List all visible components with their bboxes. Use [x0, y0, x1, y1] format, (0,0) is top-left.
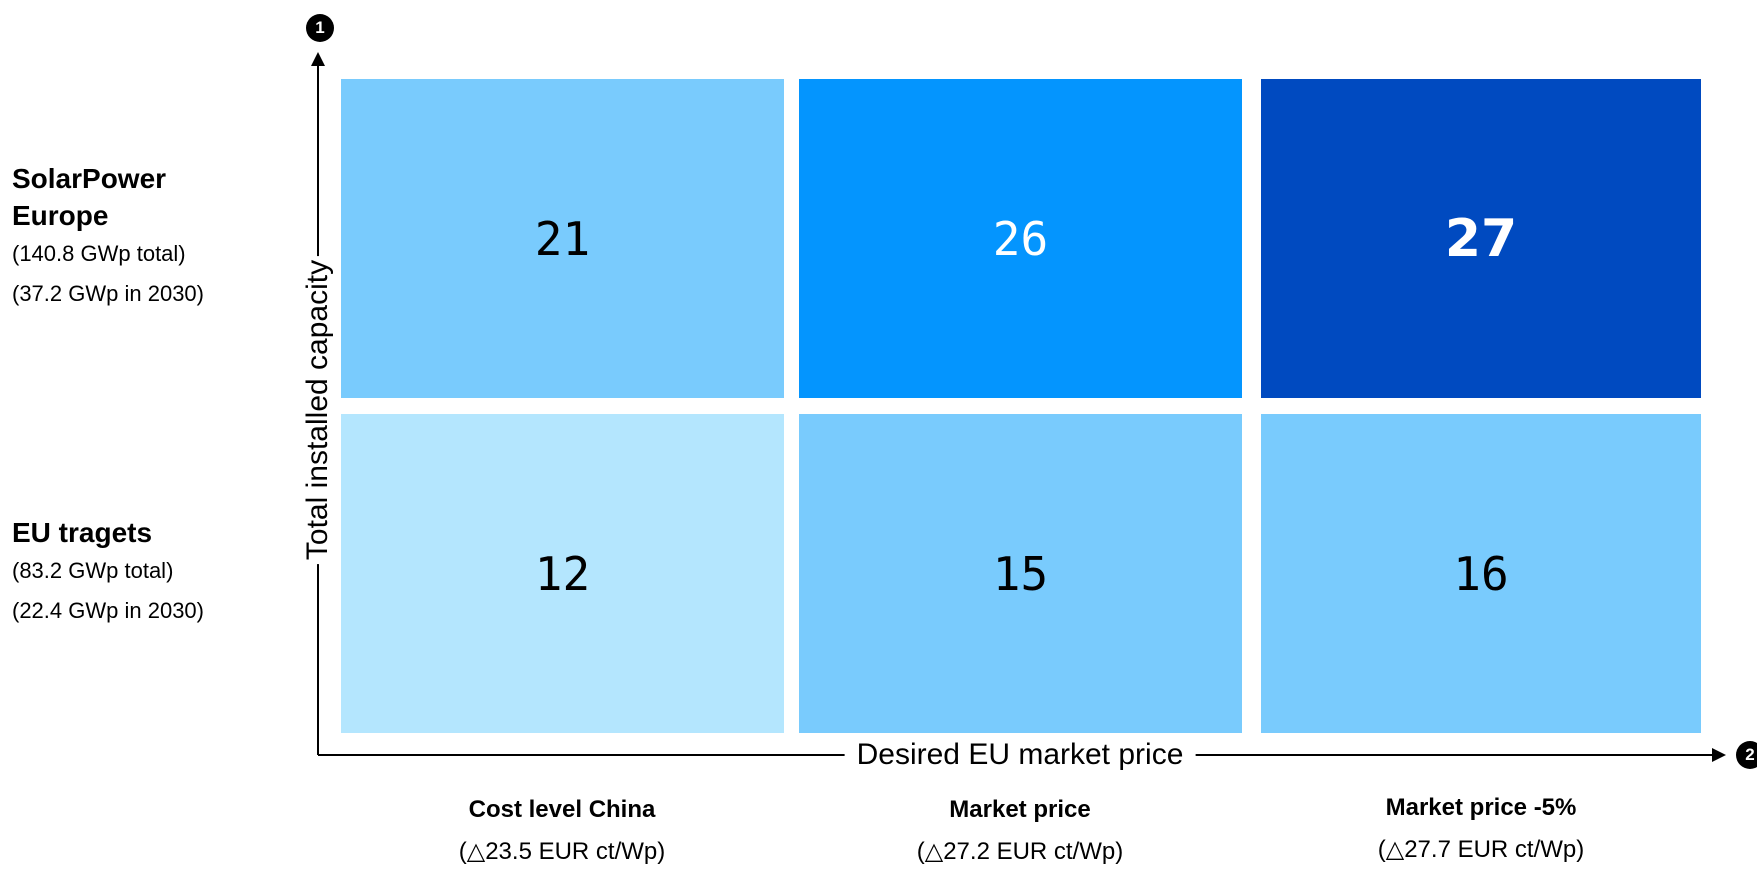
row-sub-line: (37.2 GWp in 2030)	[12, 281, 204, 306]
col-name: Cost level China	[468, 796, 656, 823]
row-sub-line: (140.8 GWp total)	[12, 241, 186, 266]
row-sub-line: (22.4 GWp in 2030)	[12, 598, 204, 623]
x-axis-badge: 2	[1736, 741, 1757, 769]
cell-r0-c0: 21	[341, 79, 784, 398]
row-name: SolarPower Europe	[12, 163, 167, 231]
y-axis-badge: 1	[306, 14, 334, 42]
row-label-solarpower-europe: SolarPower Europe (140.8 GWp total) (37.…	[12, 160, 252, 314]
cell-r1-c2: 16	[1261, 414, 1701, 733]
x-axis-arrow	[1712, 748, 1726, 762]
row-label-eu-targets: EU tragets (83.2 GWp total) (22.4 GWp in…	[12, 514, 252, 631]
cell-r1-c1: 15	[799, 414, 1242, 733]
y-axis-arrow	[311, 52, 325, 66]
col-label-market-price-minus-5: Market price -5% (△27.7 EUR ct/Wp)	[1281, 788, 1681, 872]
col-label-market-price: Market price (△27.2 EUR ct/Wp)	[820, 790, 1220, 874]
col-sub: (△27.7 EUR ct/Wp)	[1377, 836, 1585, 863]
cell-r0-c2: 27	[1261, 79, 1701, 398]
y-axis-title: Total installed capacity	[301, 255, 335, 565]
col-label-cost-level-china: Cost level China (△23.5 EUR ct/Wp)	[362, 790, 762, 874]
x-axis-title: Desired EU market price	[844, 738, 1196, 772]
row-name: EU tragets	[12, 517, 153, 548]
col-name: Market price -5%	[1385, 794, 1577, 821]
cell-r0-c1: 26	[799, 79, 1242, 398]
col-name: Market price	[949, 796, 1091, 823]
row-sub-line: (83.2 GWp total)	[12, 558, 174, 583]
col-sub: (△27.2 EUR ct/Wp)	[916, 838, 1124, 865]
cell-r1-c0: 12	[341, 414, 784, 733]
col-sub: (△23.5 EUR ct/Wp)	[458, 838, 666, 865]
